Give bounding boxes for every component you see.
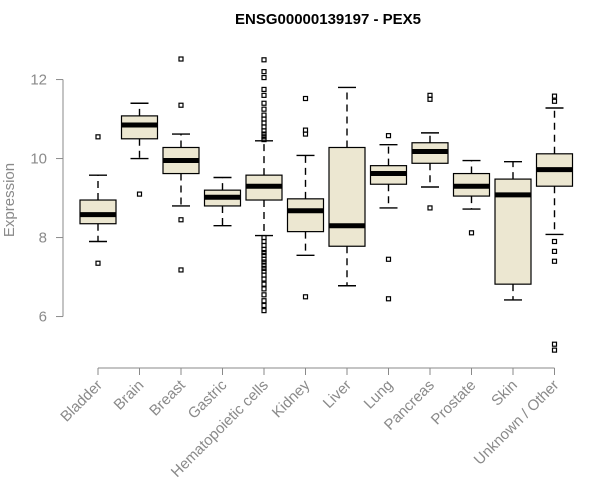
- outlier-point: [261, 281, 267, 287]
- outlier-point: [385, 256, 392, 262]
- outlier-point: [551, 347, 558, 353]
- outlier-point: [427, 205, 433, 211]
- x-tick-label: Breast: [146, 376, 189, 419]
- box-iqr: [79, 199, 117, 225]
- y-axis: 6 8 10 12: [30, 72, 64, 326]
- outlier-point: [302, 95, 309, 102]
- box-group: [286, 95, 325, 300]
- x-tick-label: Bladder: [57, 377, 106, 426]
- y-tick-label: 8: [39, 230, 47, 247]
- box-group: [120, 102, 159, 197]
- outlier-point: [178, 56, 184, 62]
- box-group: [369, 133, 408, 302]
- box-group: [79, 134, 117, 266]
- outlier-point: [261, 69, 267, 75]
- outlier-point: [261, 136, 267, 143]
- outlier-point: [385, 296, 392, 302]
- chart-title: ENSG00000139197 - PEX5: [235, 11, 421, 28]
- outlier-point: [178, 267, 184, 273]
- box-group: [411, 92, 449, 211]
- outlier-point: [551, 93, 558, 99]
- box-group: [535, 93, 574, 353]
- box-group: [452, 159, 491, 236]
- outlier-point: [551, 258, 558, 264]
- x-tick-label: Prostate: [428, 377, 480, 429]
- y-tick-label: 12: [30, 72, 47, 89]
- outlier-point: [178, 102, 184, 108]
- box-group: [203, 176, 242, 227]
- outlier-point: [136, 191, 143, 197]
- box-group: [494, 161, 532, 301]
- box-iqr: [286, 198, 325, 233]
- outlier-point: [261, 106, 267, 112]
- outlier-point: [261, 74, 267, 81]
- box-iqr: [328, 146, 366, 247]
- outlier-point: [551, 238, 558, 245]
- outlier-point: [261, 57, 267, 63]
- box-group: [328, 86, 366, 287]
- outlier-point: [551, 248, 558, 254]
- outlier-point: [261, 86, 267, 93]
- outlier-point: [261, 286, 267, 292]
- outlier-point: [468, 230, 475, 236]
- x-tick-label: Brain: [111, 377, 148, 414]
- outlier-point: [302, 294, 309, 300]
- outlier-point: [551, 341, 558, 347]
- outlier-point: [261, 259, 267, 265]
- outlier-point: [427, 96, 433, 102]
- outlier-point: [385, 133, 392, 139]
- x-tick-label: Liver: [320, 377, 355, 412]
- outlier-point: [551, 98, 558, 104]
- outlier-point: [261, 308, 267, 314]
- outlier-point: [261, 262, 267, 268]
- outlier-point: [261, 302, 267, 309]
- outlier-point: [261, 298, 267, 304]
- outlier-point: [261, 276, 267, 282]
- x-tick-label: Kidney: [269, 376, 314, 421]
- outlier-point: [261, 128, 267, 134]
- outlier-point: [261, 249, 267, 256]
- outlier-point: [261, 92, 267, 98]
- outlier-point: [261, 256, 267, 262]
- outlier-point: [95, 260, 101, 266]
- outlier-point: [261, 100, 267, 106]
- x-tick-label: Lung: [361, 377, 397, 413]
- outlier-point: [261, 292, 267, 298]
- outlier-point: [261, 131, 267, 137]
- outlier-point: [178, 217, 184, 223]
- y-tick-label: 10: [30, 151, 47, 168]
- x-tick-label: Skin: [488, 377, 521, 410]
- box-group: [245, 57, 283, 314]
- box-plot-series: [79, 56, 574, 353]
- outlier-point: [95, 134, 101, 140]
- y-tick-label: 6: [39, 309, 47, 326]
- outlier-point: [261, 134, 267, 140]
- outlier-point: [261, 265, 267, 271]
- outlier-point: [261, 246, 267, 252]
- box-group: [162, 56, 200, 273]
- outlier-point: [302, 131, 309, 137]
- y-axis-label: Expression: [1, 163, 18, 237]
